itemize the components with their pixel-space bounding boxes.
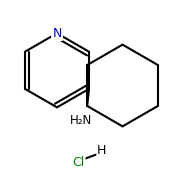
Text: H: H: [97, 144, 106, 157]
Text: Cl: Cl: [73, 156, 85, 169]
Text: H₂N: H₂N: [70, 114, 93, 127]
Text: N: N: [52, 27, 62, 40]
